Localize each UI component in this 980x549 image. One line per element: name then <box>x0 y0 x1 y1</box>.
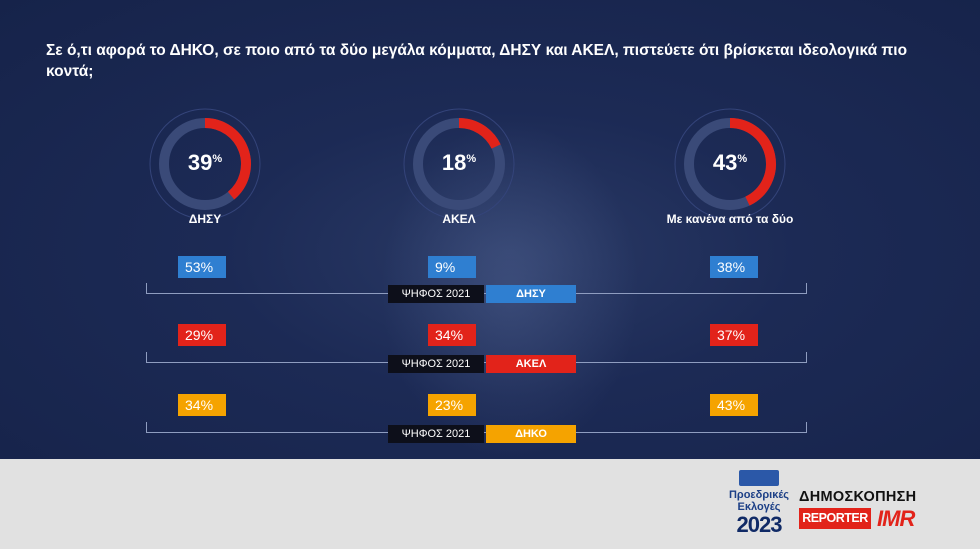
donut-outer-ring <box>674 108 786 220</box>
footer-bar <box>0 459 980 549</box>
chart-area: Σε ό,τι αφορά το ΔΗΚΟ, σε ποιο από τα δύ… <box>0 0 980 459</box>
party-tag-dhko: ΔΗΚΟ <box>486 425 576 443</box>
donut-dhsy: 39% <box>149 108 261 220</box>
elections-logo-year: 2023 <box>736 512 783 537</box>
value-box-akel-voters-akel: 34% <box>428 324 476 346</box>
donut-outer-ring <box>403 108 515 220</box>
donut-value-dhsy: 39% <box>188 150 222 175</box>
donut-arc-dhsy <box>204 118 251 200</box>
party-tag-dhsy: ΔΗΣΥ <box>486 285 576 303</box>
donut-outer-ring <box>149 108 261 220</box>
vote-2021-tag: ΨΗΦΟΣ 2021 <box>388 285 484 303</box>
party-tag-akel: ΑΚΕΛ <box>486 355 576 373</box>
question-title: Σε ό,τι αφορά το ΔΗΚΟ, σε ποιο από τα δύ… <box>46 42 908 80</box>
vote-2021-tag: ΨΗΦΟΣ 2021 <box>388 355 484 373</box>
ballot-box-icon <box>739 470 779 486</box>
value-box-dhsy-voters-dhsy: 53% <box>178 256 226 278</box>
category-label-akel: ΑΚΕΛ <box>442 212 476 226</box>
donut-value-akel: 18% <box>442 150 476 175</box>
poll-title: ΔΗΜΟΣΚΟΠΗΣΗ <box>799 489 917 505</box>
donut-chart-akel: 18% <box>403 108 515 220</box>
donut-chart-dhsy: 39% <box>149 108 261 220</box>
donut-none: 43% <box>674 108 786 220</box>
imr-logo: IMR <box>877 506 915 531</box>
category-label-dhsy: ΔΗΣΥ <box>188 212 222 226</box>
elections-logo-line1: Προεδρικές <box>728 489 790 501</box>
elections-2023-logo: Προεδρικές Εκλογές 2023 <box>726 470 792 542</box>
value-box-dhsy-voters-none: 38% <box>710 256 758 278</box>
value-box-akel-voters-dhsy: 29% <box>178 324 226 346</box>
category-label-none: Με κανένα από τα δύο <box>666 212 794 226</box>
donut-arc-none <box>729 118 776 206</box>
donut-value-none: 43% <box>713 150 747 175</box>
elections-logo-line2: Εκλογές <box>737 501 781 513</box>
value-box-dhko-voters-dhsy: 34% <box>178 394 226 416</box>
value-box-dhko-voters-akel: 23% <box>428 394 476 416</box>
value-box-akel-voters-none: 37% <box>710 324 758 346</box>
donut-akel: 18% <box>403 108 515 220</box>
donut-chart-none: 43% <box>674 108 786 220</box>
vote-2021-tag: ΨΗΦΟΣ 2021 <box>388 425 484 443</box>
donut-arc-akel <box>458 118 501 149</box>
reporter-logo: REPORTER <box>799 508 871 529</box>
value-box-dhko-voters-none: 43% <box>710 394 758 416</box>
value-box-dhsy-voters-akel: 9% <box>428 256 476 278</box>
